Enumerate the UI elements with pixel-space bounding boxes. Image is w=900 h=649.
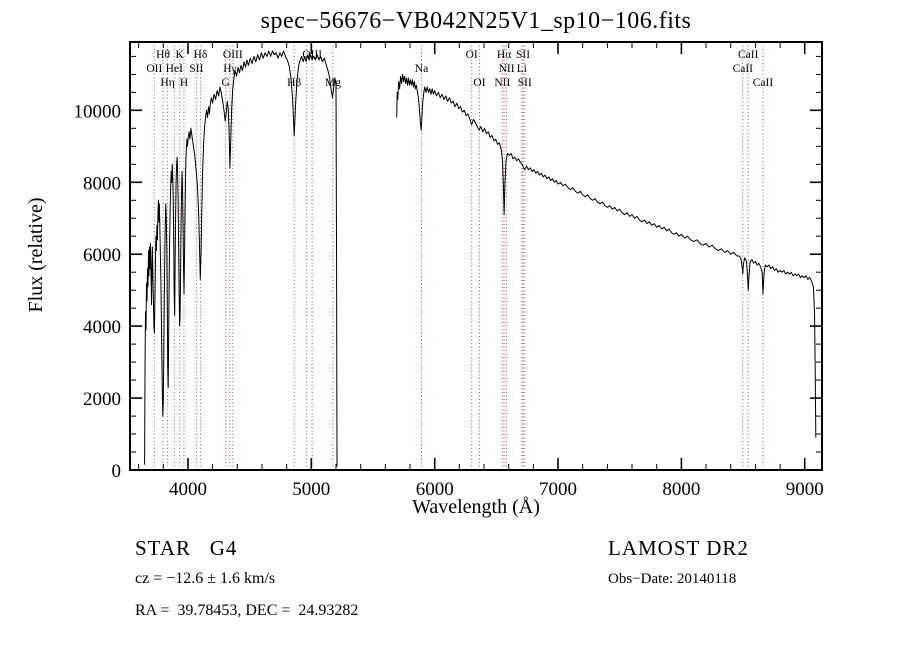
spectral-line-label: OII	[146, 63, 162, 75]
y-tick-label: 10000	[74, 101, 122, 122]
spectral-line-label: SII	[189, 63, 203, 75]
x-tick-label: 6000	[416, 479, 454, 500]
x-tick-label: 9000	[786, 479, 824, 500]
spectral-line-label: Mg	[325, 77, 341, 89]
x-tick-label: 8000	[662, 479, 700, 500]
spectral-line-label: Hδ	[194, 49, 208, 61]
coordinates-text: RA = 39.78453, DEC = 24.93282	[135, 602, 359, 619]
spectral-line-label: Li	[517, 63, 527, 75]
plot-frame	[129, 41, 823, 471]
spectral-line-label: Na	[415, 63, 428, 75]
y-tick-label: 0	[112, 461, 122, 482]
spectral-line-label: OI	[466, 49, 478, 61]
spectral-line-label: NII	[494, 77, 510, 89]
spectral-line-label: SII	[518, 77, 532, 89]
spectral-line-label: CaII	[733, 63, 754, 75]
spectrum-trace-red-arm	[396, 73, 817, 438]
spectral-line-label: Hα	[497, 49, 511, 61]
spectral-line-label: OI	[473, 77, 485, 89]
spectral-line-label: H	[180, 77, 188, 89]
object-class-text: STAR G4	[135, 536, 238, 560]
x-tick-label: 5000	[292, 479, 330, 500]
x-tick-label: 7000	[539, 479, 577, 500]
y-tick-label: 2000	[83, 389, 121, 410]
spectral-line-label: HeI	[166, 63, 183, 75]
radial-velocity-text: cz = −12.6 ± 1.6 km/s	[135, 570, 276, 587]
x-axis-label: Wavelength (Å)	[412, 496, 540, 518]
spectral-line-label: CaII	[753, 77, 774, 89]
x-tick-label: 4000	[169, 479, 207, 500]
spectral-line-label: OIII	[223, 49, 243, 61]
spectral-line-label: Hγ	[223, 63, 236, 75]
y-tick-label: 6000	[83, 245, 121, 266]
obs-date-text: Obs−Date: 20140118	[608, 571, 737, 587]
spectrum-trace-blue-arm	[144, 50, 338, 467]
spectral-line-label: Hθ	[156, 49, 170, 61]
y-tick-label: 8000	[83, 173, 121, 194]
y-tick-label: 4000	[83, 317, 121, 338]
plot-title: spec−56676−VB042N25V1_sp10−106.fits	[260, 8, 692, 34]
spectral-line-label: Hβ	[287, 77, 301, 89]
y-axis-label: Flux (relative)	[25, 197, 47, 313]
survey-text: LAMOST DR2	[608, 536, 749, 560]
spectral-line-label: CaII	[738, 49, 759, 61]
spectral-line-label: G	[221, 77, 229, 89]
spectral-line-label: Hη	[160, 77, 174, 89]
spectral-line-label: K	[176, 49, 185, 61]
spectral-line-label: SII	[516, 49, 530, 61]
spectral-line-label: NII	[499, 63, 515, 75]
